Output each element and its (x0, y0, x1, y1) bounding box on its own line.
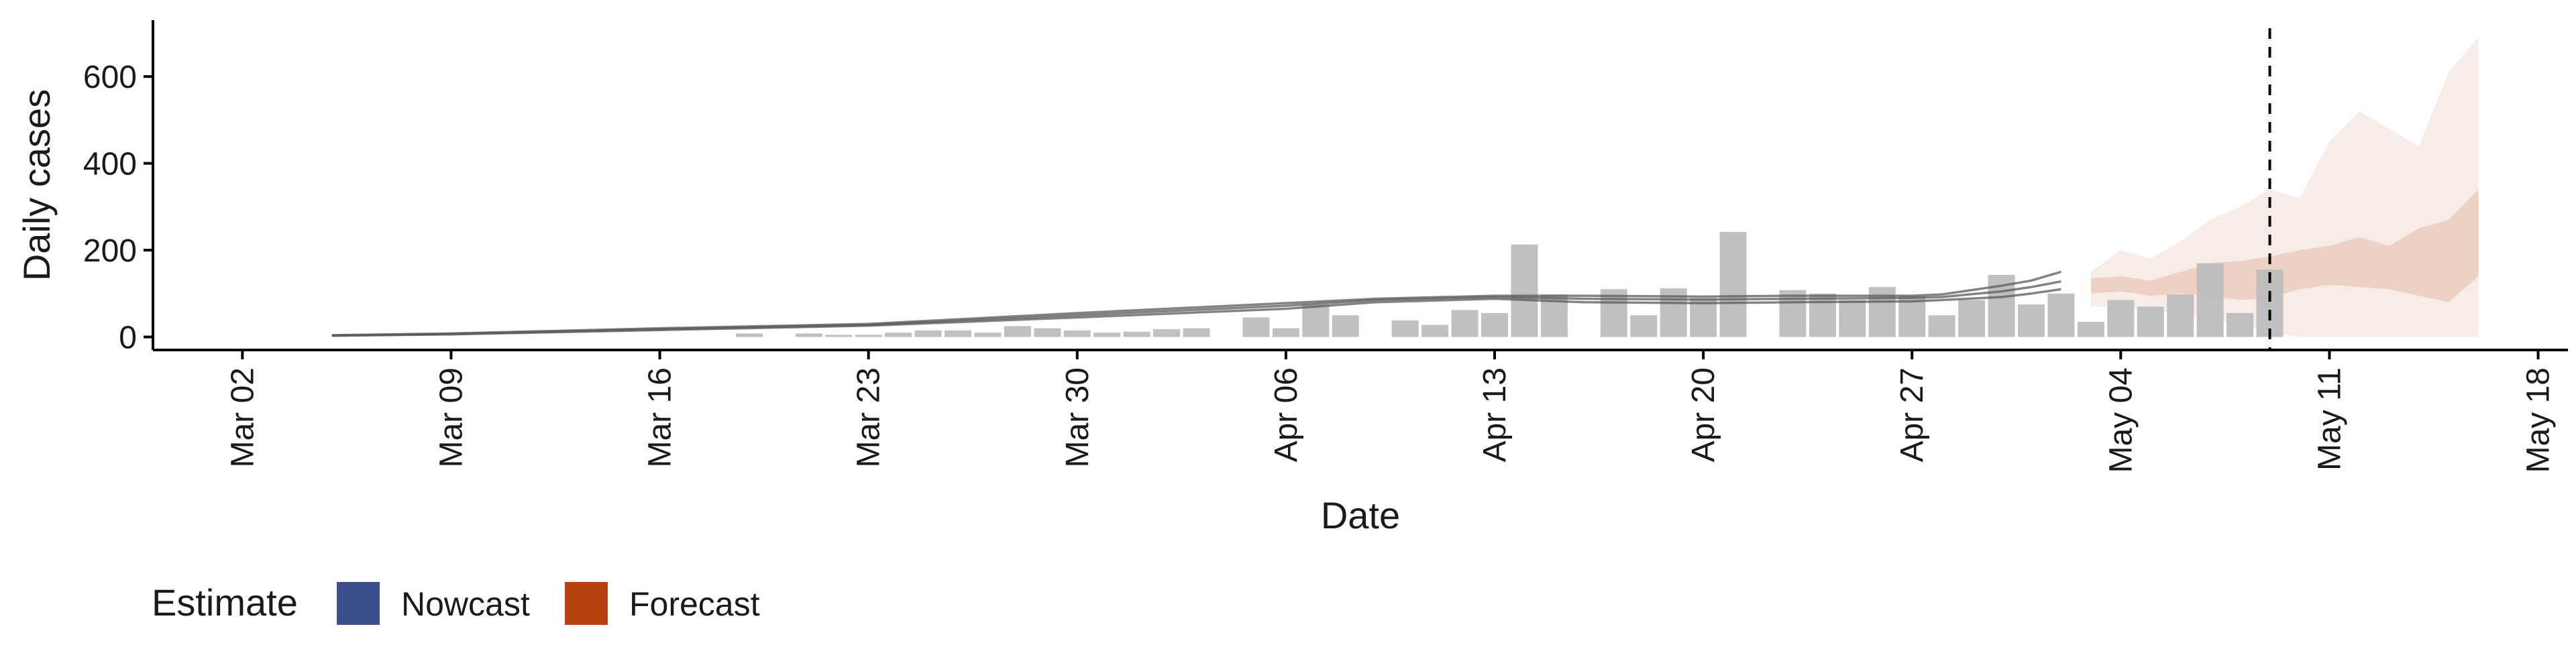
case-bar (1839, 300, 1866, 337)
case-bar (1272, 328, 1299, 337)
case-bar (2047, 293, 2075, 337)
x-tick-label: Apr 06 (1269, 367, 1304, 462)
y-tick-label: 0 (119, 320, 137, 356)
case-bar (914, 330, 942, 337)
case-bar (885, 333, 912, 337)
x-tick-label: Apr 27 (1894, 367, 1930, 462)
y-tick-label: 600 (83, 60, 137, 95)
nowcast-line (331, 280, 2061, 337)
forecast-ribbons (2090, 37, 2479, 337)
case-bar (855, 335, 882, 337)
x-tick-label: May 18 (2521, 367, 2557, 473)
case-bar (1719, 231, 1747, 337)
case-bar (2196, 263, 2224, 337)
x-tick-label: Mar 09 (433, 367, 469, 467)
y-tick-label: 200 (83, 233, 137, 269)
case-bar (945, 330, 971, 337)
case-bar (1332, 315, 1359, 337)
x-tick-label: Mar 23 (851, 367, 887, 467)
legend-swatch-nowcast (337, 582, 380, 625)
case-bar (1004, 326, 1031, 337)
case-bar (1421, 325, 1449, 337)
case-bar (2107, 300, 2135, 337)
x-tick-label: Mar 02 (225, 367, 260, 467)
case-bar (1481, 312, 1508, 337)
case-bar (1123, 331, 1150, 337)
x-tick-label: Mar 30 (1060, 367, 1095, 467)
forecast-inner-band (2090, 189, 2479, 302)
legend-swatch-forecast (565, 582, 608, 625)
legend-label-nowcast: Nowcast (401, 585, 530, 623)
case-bar (795, 333, 822, 337)
observed-case-bars (735, 231, 2284, 337)
legend-label-forecast: Forecast (629, 585, 760, 623)
x-tick-label: May 11 (2312, 367, 2347, 471)
case-bar (974, 333, 1002, 337)
x-axis-title: Date (1321, 494, 1400, 536)
y-axis-title: Daily cases (15, 89, 58, 281)
case-bar (1153, 329, 1181, 337)
case-bar (1630, 315, 1658, 337)
case-bar (1928, 315, 1955, 337)
case-bar (1690, 298, 1717, 337)
case-bar (1779, 290, 1807, 337)
case-bar (1242, 317, 1270, 337)
legend-title: Estimate (152, 581, 298, 624)
x-tick-label: Apr 20 (1686, 367, 1721, 462)
case-bar (2077, 321, 2104, 337)
case-bar (1391, 320, 1419, 337)
case-bar (1809, 293, 1836, 337)
axes (152, 20, 2568, 351)
case-bar (2226, 312, 2254, 337)
case-bar (2137, 306, 2164, 337)
y-tick-label: 400 (83, 147, 137, 182)
case-bar (1183, 328, 1210, 337)
case-bar (825, 335, 853, 337)
case-bar (1302, 304, 1330, 337)
case-bar (1451, 310, 1479, 337)
y-axis-ticks: 0 200 400 600 (83, 60, 153, 356)
case-bar (1063, 330, 1091, 337)
case-bar (1093, 333, 1121, 337)
case-bar (1511, 244, 1538, 337)
x-axis-ticks: Mar 02 Mar 09 Mar 16 Mar 23 Mar 30 Apr 06 Apr … (225, 350, 2557, 473)
case-bar (735, 333, 763, 337)
x-tick-label: Mar 16 (643, 367, 678, 467)
case-bar (2018, 304, 2045, 337)
forecast-outer-band (2090, 37, 2479, 337)
case-bar (1958, 300, 1986, 337)
nowcast-lines (331, 270, 2061, 337)
legend: Estimate Nowcast Forecast (152, 581, 760, 625)
x-tick-label: May 04 (2103, 367, 2139, 473)
case-bar (1034, 328, 1061, 337)
case-bar (1868, 287, 1896, 337)
x-tick-label: Apr 13 (1477, 367, 1513, 462)
case-bar (2167, 294, 2194, 337)
